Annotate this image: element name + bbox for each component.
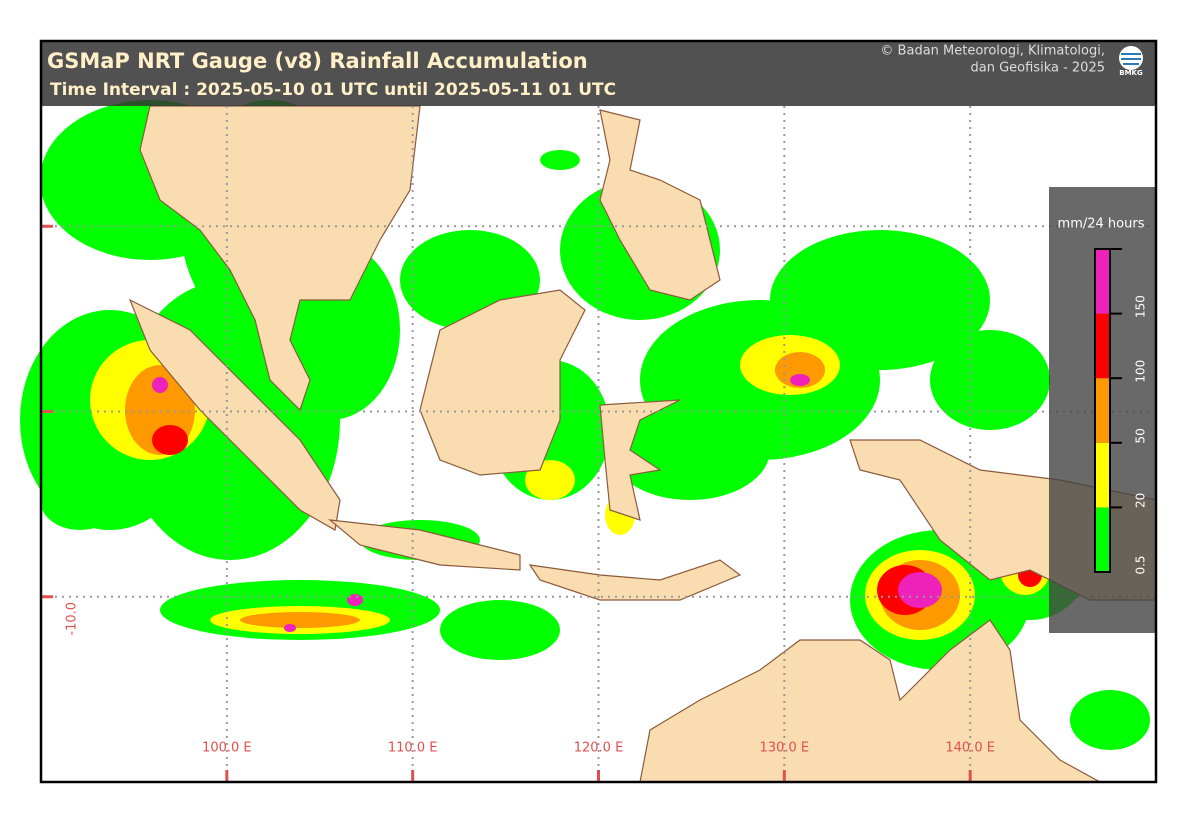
rain-area bbox=[240, 612, 360, 628]
legend-label: 0.5 bbox=[1134, 555, 1148, 574]
rain-area bbox=[440, 600, 560, 660]
map-frame bbox=[39, 39, 1158, 784]
lat-label: -10.0 bbox=[65, 602, 80, 636]
lon-label: 110.0 E bbox=[388, 741, 438, 756]
rain-area bbox=[770, 230, 990, 370]
rain-area bbox=[775, 352, 825, 388]
rain-area bbox=[790, 374, 810, 386]
legend-label: 150 bbox=[1134, 295, 1148, 318]
lon-label: 140.0 E bbox=[945, 741, 995, 756]
rain-area bbox=[898, 572, 942, 608]
rain-area bbox=[152, 377, 168, 393]
rain-area bbox=[152, 425, 188, 455]
legend: 0.5 20 50 100 150 bbox=[1094, 248, 1148, 575]
rain-area bbox=[610, 400, 770, 500]
lon-label: 120.0 E bbox=[574, 741, 624, 756]
lon-label: 130.0 E bbox=[760, 741, 810, 756]
legend-swatch bbox=[1095, 507, 1110, 572]
rain-area bbox=[40, 470, 120, 530]
legend-swatch bbox=[1095, 313, 1110, 379]
java bbox=[328, 519, 521, 571]
graticule: 100.0 E 110.0 E 120.0 E 130.0 E 140.0 E -10.0 bbox=[41, 106, 1156, 782]
logo-icon bbox=[1121, 53, 1141, 65]
legend-title: mm/24 hours bbox=[1058, 217, 1145, 232]
australia bbox=[639, 619, 1101, 783]
credit: © Badan Meteorologi, Klimatologi, bbox=[880, 44, 1105, 59]
nusa-tenggara bbox=[528, 559, 742, 601]
rain-area bbox=[1070, 690, 1150, 750]
philippines bbox=[599, 109, 721, 301]
rain-area bbox=[284, 624, 296, 632]
legend-swatch bbox=[1095, 249, 1110, 314]
sumatra bbox=[128, 298, 341, 531]
title: GSMaP NRT Gauge (v8) Rainfall Accumulati… bbox=[47, 49, 588, 73]
indochina bbox=[139, 105, 421, 412]
legend-label: 20 bbox=[1134, 493, 1148, 508]
borneo bbox=[419, 289, 586, 476]
subtitle: Time Interval : 2025-05-10 01 UTC until … bbox=[50, 80, 616, 100]
header-band bbox=[41, 41, 1156, 106]
colorbar-frame bbox=[1094, 248, 1111, 573]
credit: dan Geofisika - 2025 bbox=[971, 61, 1106, 76]
legend-label: 50 bbox=[1134, 428, 1148, 443]
lon-label: 100.0 E bbox=[202, 741, 252, 756]
logo-text: BMKG bbox=[1119, 69, 1143, 77]
rain-area bbox=[540, 150, 580, 170]
sulawesi bbox=[599, 399, 681, 521]
legend-label: 100 bbox=[1134, 360, 1148, 383]
legend-swatch bbox=[1095, 442, 1110, 508]
legend-swatch bbox=[1095, 378, 1110, 443]
rain-area bbox=[930, 330, 1050, 430]
